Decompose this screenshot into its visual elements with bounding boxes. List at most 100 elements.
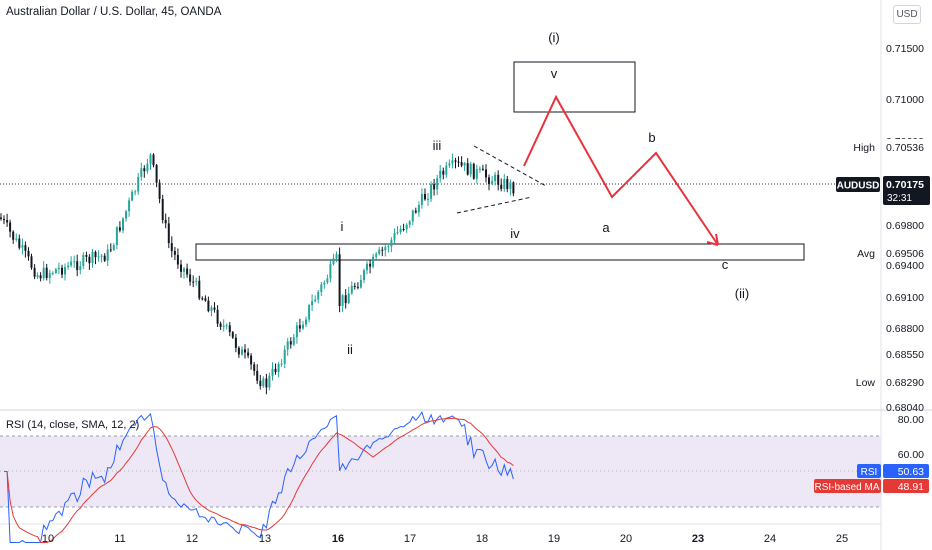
candle-body	[314, 299, 317, 302]
rsi-lines-group	[4, 410, 514, 543]
candle-body	[466, 163, 469, 175]
candle-body	[384, 247, 387, 251]
candle-body	[158, 182, 161, 199]
candle-body	[308, 305, 311, 320]
candle-body	[88, 256, 91, 264]
candle-body	[399, 229, 402, 233]
candle-body	[344, 295, 347, 304]
wave-label-v: v	[551, 66, 558, 81]
candle-body	[189, 274, 192, 282]
candle-body	[494, 174, 497, 182]
support-zone[interactable]	[195, 243, 805, 261]
rsi-label-box	[857, 464, 881, 478]
candle-body	[292, 337, 295, 345]
candle-body	[125, 211, 127, 219]
candle-body	[396, 232, 399, 234]
candle-body	[219, 323, 222, 327]
high-tag-label: High	[853, 142, 875, 154]
candle-body	[39, 275, 42, 279]
candle-body	[222, 325, 225, 327]
candle-body	[225, 325, 228, 327]
candle-body	[180, 264, 182, 272]
candle-body	[186, 268, 189, 275]
time-tick: 13	[259, 533, 271, 545]
candle-body	[451, 160, 454, 164]
candle-body	[54, 269, 57, 273]
rsi-ma-label: RSI-based MA	[814, 482, 879, 493]
rsi-ma-tag: RSI-based MA 48.91	[814, 479, 929, 493]
candle-body	[390, 239, 393, 247]
candle-body	[143, 168, 146, 172]
candle-body	[21, 245, 24, 248]
candle-body	[353, 286, 356, 287]
candle-body	[94, 252, 97, 258]
candle-body	[286, 341, 289, 350]
candle-body	[30, 256, 33, 268]
candle-body	[323, 282, 326, 285]
symbol-tag-box	[836, 177, 880, 192]
candle-body	[420, 194, 423, 205]
candle-body	[161, 199, 164, 220]
current-price-value: 0.70175	[886, 179, 924, 191]
candle-body	[176, 254, 179, 265]
currency-button[interactable]: USD	[893, 5, 921, 24]
rsi-line[interactable]	[4, 410, 514, 543]
candle-body	[97, 256, 100, 258]
low-tag-value: 0.68290	[886, 377, 924, 389]
target-box[interactable]	[513, 61, 636, 113]
candle-body	[378, 249, 381, 254]
candle-body	[207, 300, 210, 312]
candle-body	[231, 332, 234, 338]
wave-label-i-paren: (i)	[548, 30, 560, 45]
candle-body	[442, 170, 445, 175]
candle-body	[454, 160, 457, 162]
rsi-tick: 60.00	[898, 449, 924, 461]
candle-body	[457, 161, 460, 163]
candle-body	[210, 307, 213, 312]
time-axis[interactable]: 10 11 12 13 16 17 18 19 20 23 24 25	[42, 533, 848, 545]
candle-body	[332, 258, 335, 264]
candle-body	[475, 169, 478, 179]
candle-body	[152, 154, 155, 166]
candle-body	[237, 347, 240, 355]
candle-body	[320, 284, 323, 292]
wave-label-b: b	[648, 130, 655, 145]
candle-body	[335, 254, 338, 259]
candle-body	[509, 182, 512, 189]
candle-body	[485, 169, 487, 178]
candle-body	[317, 292, 320, 300]
candle-body	[112, 245, 115, 250]
candle-body	[295, 325, 298, 338]
rsi-ma-line[interactable]	[4, 417, 514, 543]
candle-body	[469, 163, 472, 175]
candle-body	[213, 307, 216, 310]
time-tick: 20	[620, 533, 632, 545]
candle-body	[341, 295, 344, 306]
low-tag-label: Low	[856, 377, 876, 389]
candle-body	[183, 268, 185, 272]
candle-body	[439, 170, 442, 179]
candle-body	[155, 165, 158, 183]
current-price-tag: AUDUSD 0.70175 32:31	[836, 176, 930, 205]
candle-body	[170, 243, 173, 252]
rsi-value-box	[883, 464, 929, 478]
candle-body	[244, 349, 246, 353]
candle-body	[503, 179, 506, 189]
candle-body	[33, 267, 36, 277]
candle-body	[448, 163, 451, 166]
candle-body	[115, 227, 118, 245]
candle-body	[48, 273, 51, 279]
time-tick: 11	[114, 533, 125, 545]
avg-tag-box	[883, 245, 929, 260]
price-axis[interactable]: 0.71500 0.71000 0.70600 0.69800 0.69400 …	[886, 43, 924, 414]
candle-body	[82, 255, 85, 266]
candle-body	[216, 309, 219, 324]
candle-body	[15, 238, 18, 240]
time-tick: 10	[42, 533, 54, 545]
candle-body	[433, 184, 436, 190]
projection-path[interactable]	[523, 94, 719, 246]
candle-body	[100, 255, 103, 257]
wave-label-ii-paren: (ii)	[735, 286, 749, 301]
